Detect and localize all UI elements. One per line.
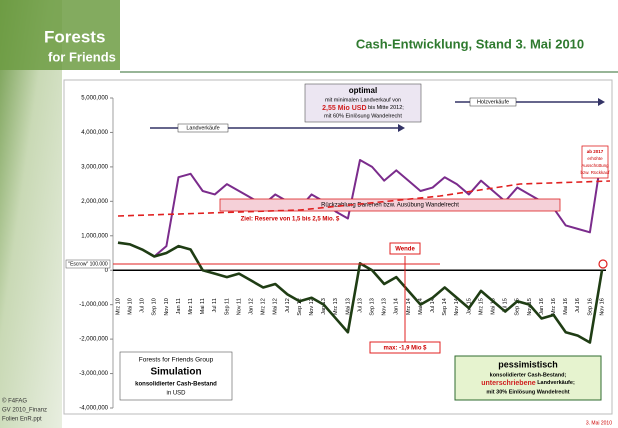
x-tick-label: Jan 12 [249,298,255,315]
logo: Forests [44,27,105,46]
annotation: Wende [395,247,415,253]
x-tick-label: Mrz 16 [551,298,557,315]
annotation: 2,55 Mio USD [322,105,366,112]
annotation: unterschriebene [481,380,536,387]
annotation: max: -1,9 Mio $ [383,346,427,352]
x-tick-label: Mrz 15 [478,298,484,315]
x-tick-label: Sep 13 [370,298,376,315]
annotation: mit minimalen Landverkauf von [325,97,401,103]
x-tick-label: Jul 10 [140,298,146,313]
y-tick-label: 4,000,000 [81,130,108,136]
annotation: Ausschüttung [581,163,609,168]
slide: Forests for Friends Cash-Entwicklung, St… [0,0,618,428]
x-tick-label: Mai 10 [128,298,134,315]
y-tick-label: 1,000,000 [81,233,108,239]
x-tick-label: Mai 12 [273,298,279,315]
annotation: mit 60% Einlösung Wandelrecht [324,113,402,119]
x-tick-label: Mrz 13 [333,298,339,315]
x-tick-label: Sep 11 [224,298,230,315]
date: 3. Mai 2010 [586,420,612,426]
footer: © F4FAG [2,398,27,405]
x-tick-label: Nov 13 [382,298,388,315]
y-tick-label: 5,000,000 [81,96,108,102]
x-tick-label: Jan 11 [176,298,182,314]
x-tick-label: Jul 13 [357,298,363,313]
chart-title: Cash-Entwicklung, Stand 3. Mai 2010 [356,36,584,51]
footer: GV 2010_Finanz [2,408,47,414]
annotation: Holzverkäufe [477,99,509,105]
annotation: konsolidierter Cash-Bestand; [490,372,567,378]
x-tick-label: Nov 16 [599,298,605,315]
annotation: unterschriebene Landverkäufe; [481,380,575,387]
annotation: 2,55 Mio USD bis Mitte 2012; [322,105,404,112]
x-tick-label: Mrz 12 [261,298,267,315]
x-tick-label: Mai 11 [200,298,206,314]
x-tick-label: Mai 14 [418,298,424,315]
annotation: Simulation [150,367,201,378]
annotation: Ziel: Reserve von 1,5 bis 2,5 Mio. $ [241,217,340,223]
x-tick-label: Mrz 14 [406,298,412,315]
annotation: bzw. Rückkauf [580,170,610,175]
x-tick-label: Jul 16 [575,298,581,313]
annotation: ab 2017 [587,149,604,154]
y-tick-label: -3,000,000 [79,371,108,377]
annotation: Landverkäufe; [537,380,575,386]
annotation: konsolidierter Cash-Bestand [135,382,217,388]
x-tick-label: Nov 12 [309,298,315,315]
annotation: Forests for Friends Group [139,357,214,364]
x-tick-label: Jan 16 [539,298,545,315]
annotation: bis Mitte 2012; [368,105,404,111]
y-tick-label: -2,000,000 [79,337,108,343]
annotation: erhöhte [587,156,603,161]
x-tick-label: Mai 16 [563,298,569,315]
x-tick-label: Sep 10 [152,298,158,315]
y-tick-label: 2,000,000 [81,199,108,205]
series-name: pessimistisch [498,359,558,369]
x-tick-label: Nov 11 [236,298,242,315]
y-tick-label: 3,000,000 [81,164,108,170]
x-tick-label: Sep 16 [587,298,593,315]
annotation: mit 30% Einlösung Wandelrecht [486,389,569,395]
footer: Folien EnR.ppt [2,417,42,423]
x-tick-label: Jul 14 [430,298,436,313]
x-tick-label: Nov 10 [164,298,170,315]
y-tick-label: -4,000,000 [79,406,108,412]
annotation: in USD [166,391,186,397]
series-name: optimal [349,86,377,95]
x-tick-label: Mrz 10 [115,298,121,315]
logo: for Friends [48,49,116,64]
annotation: "Escrow" 100.000 [68,261,108,267]
x-tick-label: Jul 12 [285,298,291,313]
x-tick-label: Jul 11 [212,298,218,312]
x-tick-label: Jan 14 [394,298,400,315]
annotation: Landverkäufe [186,125,219,131]
x-tick-label: Mrz 11 [188,298,194,314]
x-tick-label: Sep 14 [442,298,448,315]
y-tick-label: -1,000,000 [79,302,108,308]
